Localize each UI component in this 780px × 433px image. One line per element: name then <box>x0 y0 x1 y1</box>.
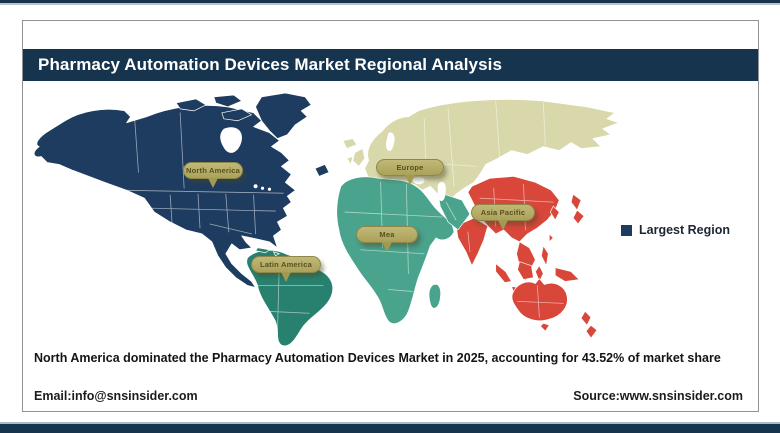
region-mea <box>336 176 471 324</box>
content-card: Pharmacy Automation Devices Market Regio… <box>22 20 759 412</box>
callout-north-america-label: North America <box>185 166 240 175</box>
legend-label: Largest Region <box>639 223 730 237</box>
callout-europe: Europe <box>376 159 444 176</box>
legend-swatch-rect <box>621 224 632 236</box>
top-accent-bar <box>0 0 780 5</box>
footer-row: Email:info@snsinsider.com Source:www.sns… <box>34 389 743 403</box>
callout-europe-label: Europe <box>396 163 424 172</box>
world-map: North America Europe Asia Pacific Mea La… <box>29 91 629 349</box>
bottom-accent-bar <box>0 422 780 433</box>
title-bar: Pharmacy Automation Devices Market Regio… <box>23 49 758 81</box>
legend: Largest Region <box>621 223 730 237</box>
callout-north-america: North America <box>183 162 243 179</box>
callout-asia-pacific-label: Asia Pacific <box>480 208 526 217</box>
callout-latin-america-label: Latin America <box>260 260 312 269</box>
market-statement: North America dominated the Pharmacy Aut… <box>34 351 721 365</box>
email-text: Email:info@snsinsider.com <box>34 389 198 403</box>
callout-latin-america: Latin America <box>251 256 321 273</box>
callout-mea: Mea <box>356 226 418 243</box>
page-title: Pharmacy Automation Devices Market Regio… <box>38 55 503 74</box>
callout-mea-label: Mea <box>379 230 395 239</box>
source-text: Source:www.snsinsider.com <box>573 389 743 403</box>
legend-color-swatch <box>621 224 632 236</box>
water-cutouts <box>220 127 446 202</box>
callout-asia-pacific: Asia Pacific <box>471 204 535 221</box>
world-map-svg <box>33 92 620 349</box>
